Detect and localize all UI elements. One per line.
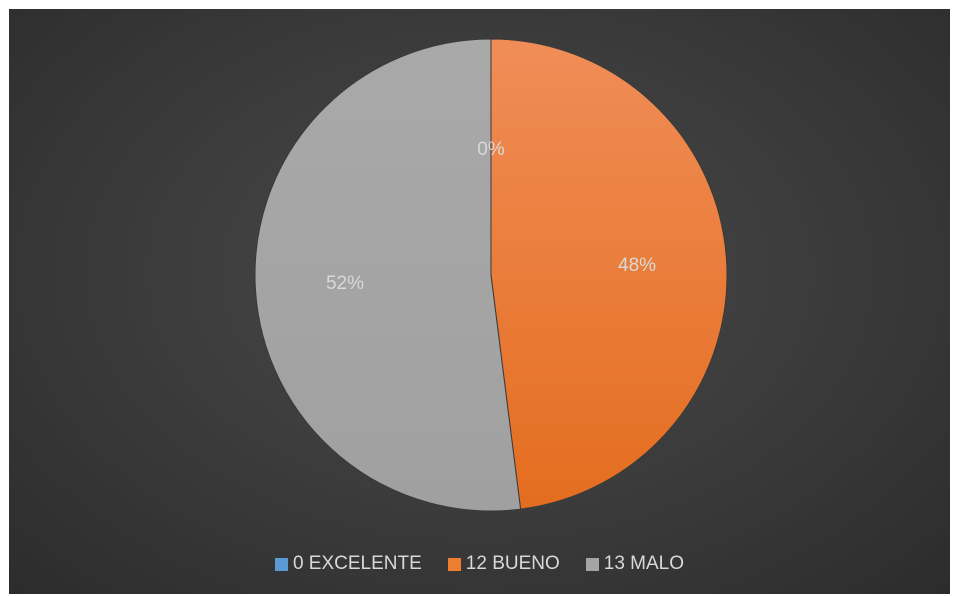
pie-chart: 0% 48% 52% bbox=[254, 38, 728, 512]
legend-label-excelente: 0 EXCELENTE bbox=[292, 553, 422, 574]
legend-item-malo: 13 MALO bbox=[585, 553, 685, 575]
data-label-bueno: 48% bbox=[618, 255, 656, 276]
legend-item-bueno: 12 BUENO bbox=[447, 553, 560, 575]
legend: 0 EXCELENTE 12 BUENO 13 MALO bbox=[9, 553, 950, 575]
data-label-malo: 52% bbox=[326, 273, 364, 294]
pie-slice-malo bbox=[254, 38, 522, 512]
data-label-excelente: 0% bbox=[477, 139, 505, 160]
chart-area: 0% 48% 52% 0 EXCELENTE 12 BUENO 13 MALO bbox=[9, 9, 950, 594]
pie-slice-bueno bbox=[490, 38, 728, 510]
legend-label-malo: 13 MALO bbox=[603, 553, 685, 574]
legend-item-excelente: 0 EXCELENTE bbox=[274, 553, 422, 575]
legend-swatch-excelente bbox=[274, 557, 288, 571]
legend-swatch-bueno bbox=[447, 557, 461, 571]
legend-swatch-malo bbox=[585, 557, 599, 571]
legend-label-bueno: 12 BUENO bbox=[465, 553, 560, 574]
